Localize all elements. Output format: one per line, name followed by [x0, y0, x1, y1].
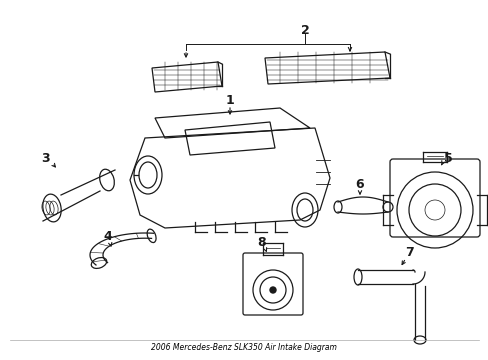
Text: 7: 7 — [405, 247, 413, 260]
Text: 3: 3 — [41, 152, 49, 165]
Text: 8: 8 — [257, 237, 266, 249]
Text: 2: 2 — [300, 23, 309, 36]
Text: 1: 1 — [225, 94, 234, 107]
Text: 4: 4 — [103, 230, 112, 243]
Circle shape — [269, 287, 275, 293]
Text: 5: 5 — [443, 152, 451, 165]
Text: 2006 Mercedes-Benz SLK350 Air Intake Diagram: 2006 Mercedes-Benz SLK350 Air Intake Dia… — [151, 343, 336, 352]
Text: 6: 6 — [355, 179, 364, 192]
